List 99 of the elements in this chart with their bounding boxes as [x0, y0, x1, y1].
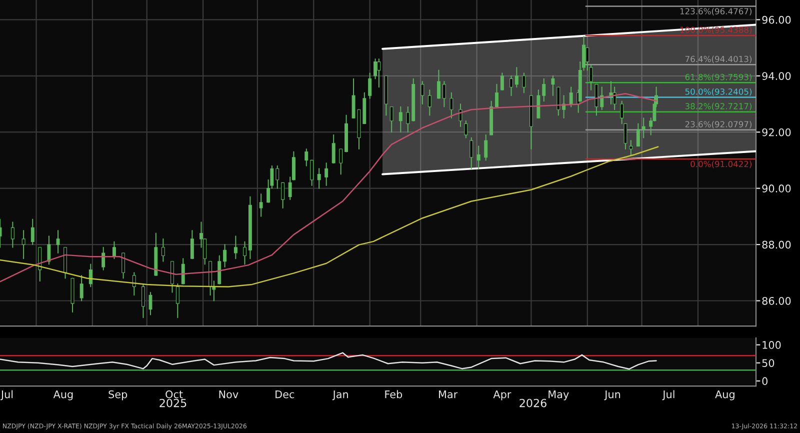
x-tick-label: Mar — [438, 390, 458, 398]
ref-line-label: 50.0%(93.2405) — [685, 88, 752, 96]
line-series — [0, 92, 657, 282]
x-tick-label: Jun — [604, 390, 620, 400]
candlestick — [589, 64, 593, 90]
candlestick — [569, 86, 573, 108]
candlestick — [38, 246, 42, 282]
line-series — [0, 146, 659, 288]
candlestick — [470, 137, 474, 170]
candlestick — [464, 120, 468, 138]
x-tick-label: Jan — [332, 390, 348, 400]
text: 2026 — [520, 398, 546, 408]
y-tick-label: 0 — [762, 377, 768, 386]
ref-line-label: 23.6%(92.0797) — [685, 120, 752, 128]
ref-line-label: 61.8%(93.7593) — [685, 74, 752, 82]
candlestick — [594, 84, 598, 116]
candlestick — [442, 81, 446, 108]
x-tick-label: Sep — [108, 390, 128, 400]
candlestick — [536, 89, 540, 119]
candlestick — [176, 283, 180, 318]
candlestick — [22, 230, 26, 260]
candlestick — [398, 106, 402, 133]
candlestick — [30, 218, 34, 246]
candlestick — [600, 86, 604, 110]
candlestick — [112, 241, 116, 260]
x-tick-label: Aug — [715, 390, 734, 400]
x-tick-label: Nov — [219, 390, 238, 398]
candlestick — [259, 193, 263, 217]
y-tick-label: 86.00 — [762, 296, 791, 305]
candlestick — [223, 244, 227, 268]
ref-line-label: 76.4%(94.4013) — [685, 56, 752, 64]
candlestick — [281, 182, 285, 208]
candlestick — [437, 70, 440, 99]
ref-line-label: 123.6%(96.4767) — [680, 8, 752, 16]
candlestick — [218, 255, 222, 284]
x-tick-label: Aug — [53, 390, 73, 400]
candlestick — [377, 58, 381, 88]
candlestick — [495, 84, 498, 108]
candlestick — [514, 66, 518, 88]
candlestick — [522, 72, 526, 94]
candlestick — [276, 165, 280, 189]
candlestick — [148, 292, 152, 316]
y-tick-label: 96.00 — [762, 16, 791, 24]
y-tick-label: 90.00 — [762, 184, 791, 192]
ref-line-label: 38.2%(92.7217) — [685, 102, 752, 110]
candlestick — [390, 106, 394, 133]
candlestick — [10, 222, 14, 248]
ref-line-label: 0.0%(91.0422) — [690, 160, 752, 168]
candlestick — [339, 148, 343, 175]
candlestick — [551, 75, 555, 96]
candlestick — [304, 148, 308, 166]
candlestick — [368, 72, 372, 99]
candlestick — [317, 168, 321, 189]
candlestick — [500, 72, 504, 90]
x-tick-label: Dec — [276, 390, 294, 398]
candlestick — [56, 230, 60, 254]
candlestick — [80, 274, 84, 302]
y-tick-label: 100 — [762, 341, 781, 349]
candlestick — [636, 123, 640, 147]
candlestick — [458, 104, 462, 127]
candlestick — [324, 162, 328, 186]
candlestick — [170, 260, 174, 293]
candlestick — [190, 230, 194, 260]
x-tick-label: Oct — [166, 390, 183, 398]
candlestick — [47, 236, 51, 265]
x-tick-label: Feb — [385, 390, 402, 398]
x-tick-label: May — [548, 390, 569, 400]
candlestick — [181, 258, 185, 284]
x-tick-label: Jul — [0, 390, 13, 400]
text: 2025 — [160, 398, 186, 408]
candlestick — [243, 241, 246, 265]
candlestick — [332, 134, 336, 164]
x-tick-label: Apr — [493, 390, 512, 400]
candlestick — [556, 86, 560, 116]
y-tick-label: 50 — [762, 359, 774, 367]
y-tick-label: 92.00 — [762, 128, 791, 136]
y-tick-label: 94.00 — [762, 72, 791, 80]
candlestick — [122, 252, 126, 279]
candlestick — [141, 283, 145, 318]
line-series — [0, 352, 657, 370]
candlestick — [629, 140, 633, 156]
ref-line-label: 100.0%(95.4388) — [680, 26, 752, 34]
candlestick — [510, 75, 513, 96]
candlestick — [310, 160, 314, 186]
candlestick — [234, 236, 238, 260]
y-tick-label: 88.00 — [762, 240, 791, 249]
candlestick — [450, 92, 454, 119]
candlestick — [420, 81, 424, 104]
candlestick — [102, 246, 106, 270]
candlestick — [476, 146, 480, 170]
candlestick — [542, 78, 546, 102]
candlestick — [428, 89, 432, 116]
candlestick — [642, 118, 646, 138]
candlestick — [406, 106, 410, 133]
candlestick — [484, 134, 488, 161]
candlestick — [132, 272, 136, 296]
x-tick-label: Jul — [662, 390, 674, 400]
candlestick — [88, 264, 92, 288]
candlestick — [161, 238, 165, 262]
